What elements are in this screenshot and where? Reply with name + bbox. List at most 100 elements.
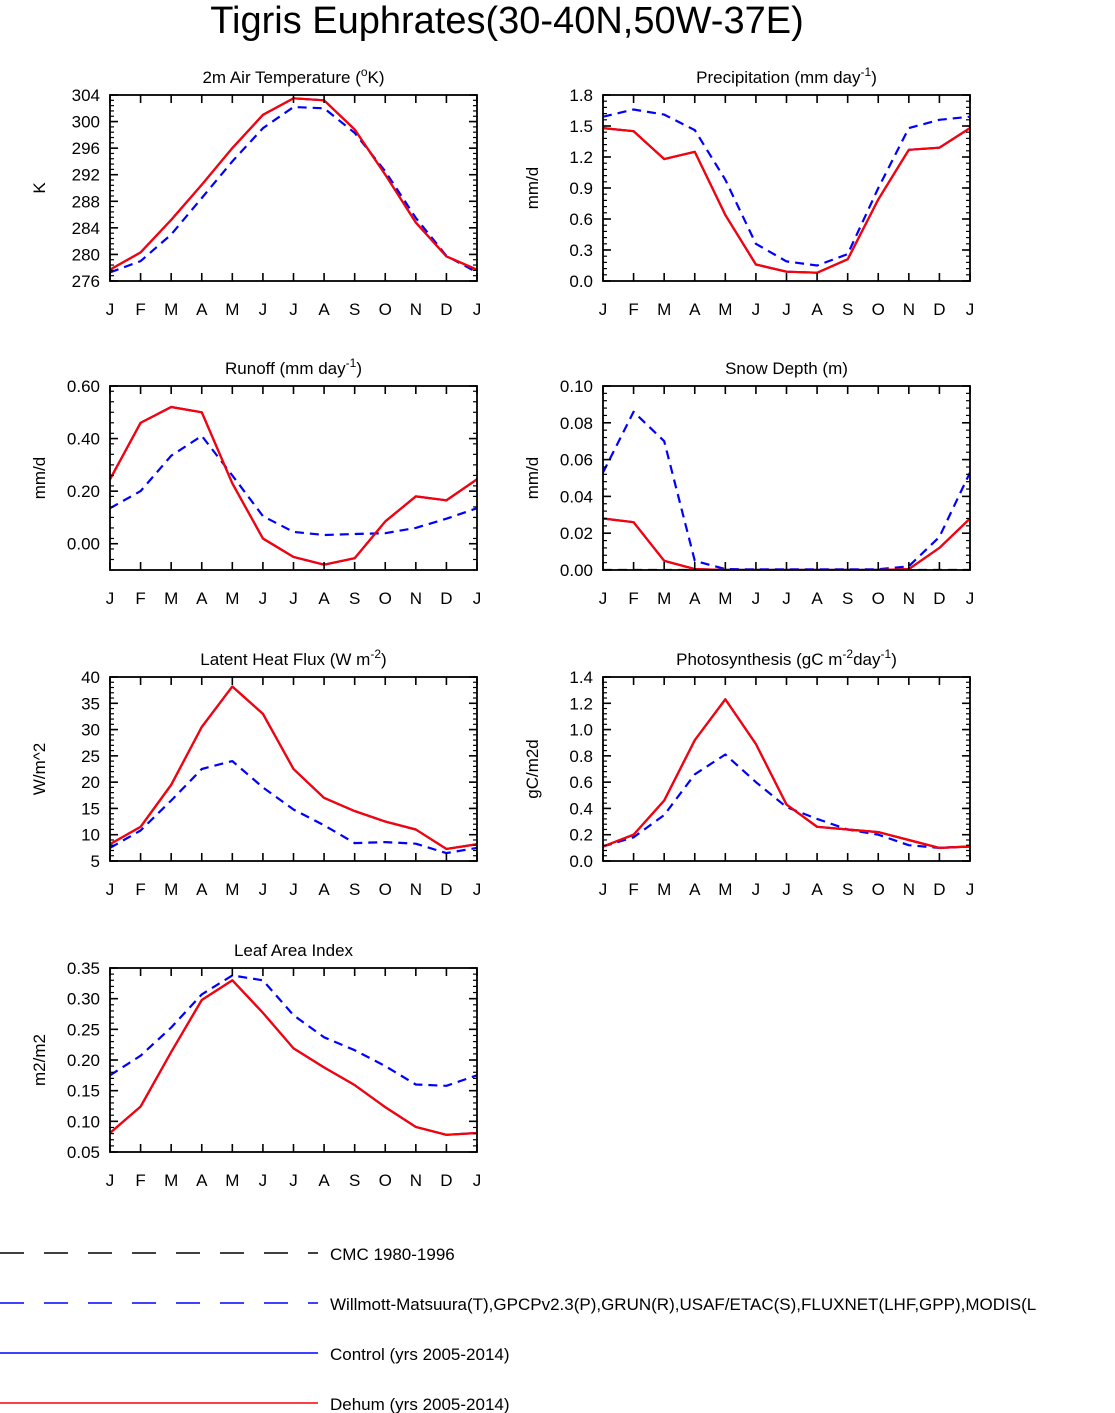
plot-frame (602, 385, 971, 571)
x-tick-label: J (289, 589, 298, 608)
legend: CMC 1980-1996 Willmott-Matsuura(T),GPCPv2… (0, 1245, 1036, 1413)
series-line (110, 974, 477, 1087)
y-tick-label: 0.10 (560, 377, 593, 396)
title-superscript: -2 (370, 647, 381, 661)
title-text: ) (871, 68, 877, 87)
chart-panel-1: J F M A M J J A S O N D J2762802842882922963003042m … (30, 65, 481, 319)
x-tick-label: J (599, 589, 608, 608)
x-tick-label: F (135, 589, 145, 608)
x-tick-label: J (473, 589, 482, 608)
series-line (110, 685, 477, 851)
y-tick-label: 0.2 (569, 826, 593, 845)
x-tick-label: M (225, 880, 239, 899)
x-tick-label: J (289, 300, 298, 319)
x-tick-label: J (106, 1171, 115, 1190)
x-tick-label: A (318, 300, 330, 319)
y-axis-label: K (30, 182, 49, 194)
x-tick-label: A (196, 880, 208, 899)
x-tick-label: M (225, 589, 239, 608)
title-text: Snow Depth (m) (725, 359, 848, 378)
series-line (603, 753, 970, 850)
y-axis-label: mm/d (30, 457, 49, 500)
x-tick-label: M (225, 1171, 239, 1190)
x-tick-label: O (379, 880, 392, 899)
title-text: Latent Heat Flux (W m (200, 650, 370, 669)
y-tick-label: 10 (81, 826, 100, 845)
title-superscript: -1 (861, 65, 872, 79)
x-tick-label: F (135, 300, 145, 319)
series-line (110, 434, 477, 537)
y-tick-label: 0.10 (67, 1112, 100, 1131)
panels: J F M A M J J A S O N D J2762802842882922963003042m … (30, 65, 974, 1190)
x-tick-label: J (259, 1171, 268, 1190)
x-tick-label: N (903, 880, 915, 899)
x-tick-label: M (164, 1171, 178, 1190)
legend-label: CMC 1980-1996 (330, 1245, 455, 1264)
x-tick-label: A (811, 300, 823, 319)
series-line (110, 759, 477, 855)
chart-panel-6: J F M A M J J A S O N D J0.00.20.40.60.81.01.21.4Pho… (523, 647, 974, 899)
chart-panel-2: J F M A M J J A S O N D J0.00.30.60.91.21.51.8Precip… (523, 65, 974, 319)
legend-item: Control (yrs 2005-2014) (0, 1345, 510, 1364)
y-tick-label: 0.00 (560, 561, 593, 580)
chart-panel-4: J F M A M J J A S O N D J0.000.020.040.060.080.10Sno… (523, 359, 974, 608)
y-tick-label: 1.0 (569, 721, 593, 740)
x-tick-label: J (473, 880, 482, 899)
y-tick-label: 30 (81, 721, 100, 740)
x-tick-label: A (318, 880, 330, 899)
legend-item: Dehum (yrs 2005-2014) (0, 1395, 510, 1413)
x-tick-label: F (135, 880, 145, 899)
x-tick-label: M (164, 589, 178, 608)
y-tick-label: 1.8 (569, 86, 593, 105)
y-axis-label: gC/m2d (523, 739, 542, 799)
y-tick-label: 300 (72, 113, 100, 132)
x-tick-label: J (782, 300, 791, 319)
x-tick-label: S (349, 300, 360, 319)
x-tick-label: J (752, 589, 761, 608)
title-text: Precipitation (mm day (696, 68, 861, 87)
y-axis-label: mm/d (523, 457, 542, 500)
x-tick-label: J (289, 1171, 298, 1190)
x-tick-label: A (689, 589, 701, 608)
plot-frame (602, 676, 971, 862)
x-tick-label: J (966, 300, 975, 319)
y-tick-label: 292 (72, 166, 100, 185)
series-line (603, 108, 970, 267)
title-superscript: o (361, 65, 368, 79)
series-line (603, 698, 970, 850)
title-text: ) (381, 650, 387, 669)
title-text: day (853, 650, 881, 669)
y-tick-label: 0.3 (569, 241, 593, 260)
y-tick-label: 304 (72, 86, 100, 105)
y-tick-label: 0.20 (67, 1051, 100, 1070)
x-tick-label: M (164, 880, 178, 899)
y-tick-label: 0.30 (67, 990, 100, 1009)
x-tick-label: J (966, 880, 975, 899)
x-tick-label: N (410, 300, 422, 319)
y-axis-label: W/m^2 (30, 743, 49, 795)
x-tick-label: O (872, 589, 885, 608)
title-superscript: -2 (842, 647, 853, 661)
y-tick-label: 0.40 (67, 430, 100, 449)
x-tick-label: D (440, 880, 452, 899)
x-tick-label: O (379, 1171, 392, 1190)
x-tick-label: S (842, 300, 853, 319)
legend-label: Willmott-Matsuura(T),GPCPv2.3(P),GRUN(R)… (330, 1295, 1036, 1314)
x-tick-label: S (349, 589, 360, 608)
x-tick-label: D (933, 300, 945, 319)
title-text: Photosynthesis (gC m (676, 650, 842, 669)
series-line (603, 698, 970, 850)
series-line (110, 105, 477, 274)
y-tick-label: 0.00 (67, 535, 100, 554)
x-tick-label: J (106, 880, 115, 899)
x-tick-label: J (752, 300, 761, 319)
x-tick-label: N (410, 880, 422, 899)
title-text: Leaf Area Index (234, 941, 354, 960)
x-tick-label: N (410, 589, 422, 608)
y-axis-label: m2/m2 (30, 1034, 49, 1086)
x-tick-label: S (842, 589, 853, 608)
x-tick-label: D (933, 880, 945, 899)
title-text: Runoff (mm day (225, 359, 346, 378)
x-tick-label: J (752, 880, 761, 899)
panel-title: 2m Air Temperature (oK) (202, 65, 384, 87)
